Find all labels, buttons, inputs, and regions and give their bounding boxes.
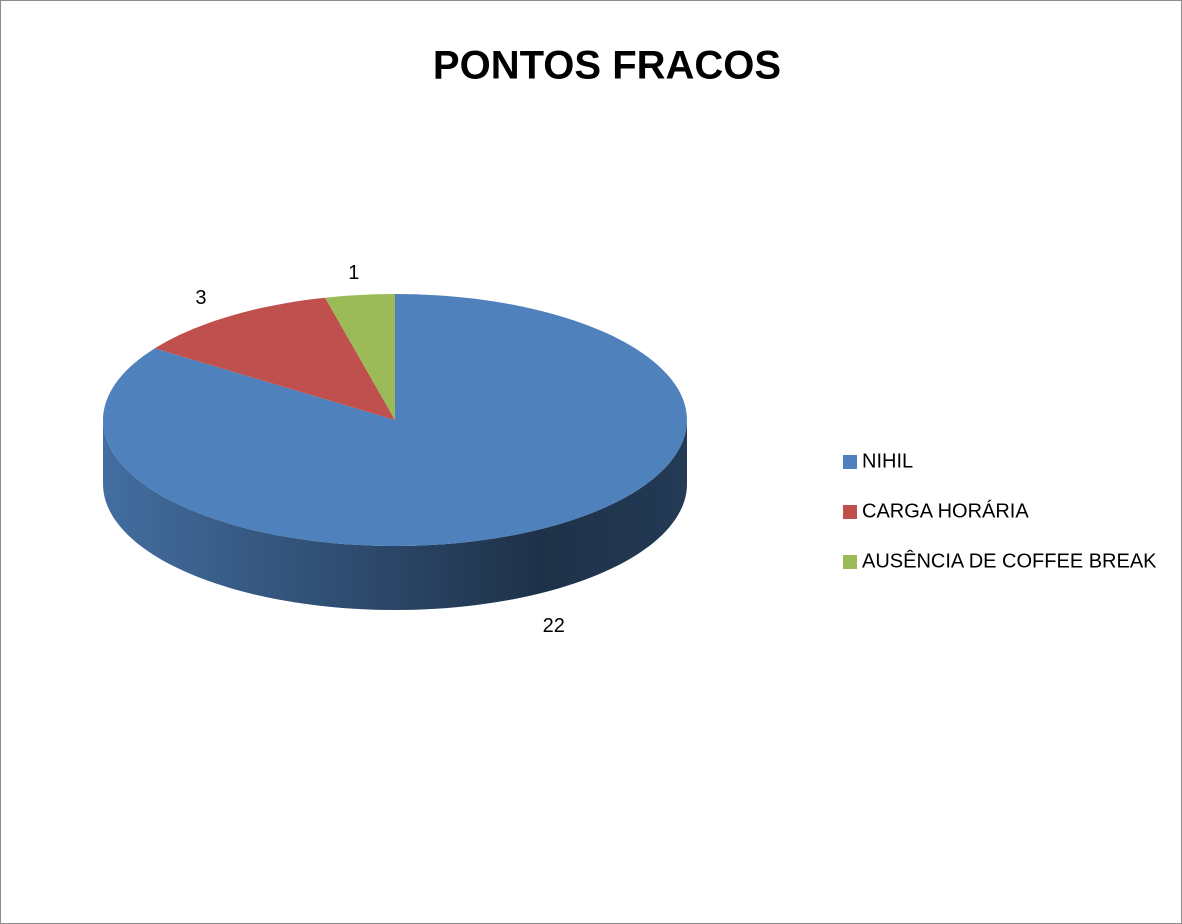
data-label: 22 [543,615,565,637]
legend-label: NIHIL [862,450,913,472]
chart-title: PONTOS FRACOS [433,44,781,88]
data-label: 3 [195,287,206,309]
legend-swatch [843,505,857,519]
legend-swatch [843,555,857,569]
slice [154,297,395,420]
legend-label: CARGA HORÁRIA [862,499,1029,522]
legend-swatch [843,455,857,469]
slice [325,294,395,420]
legend-label: AUSÊNCIA DE COFFEE BREAK [862,549,1157,572]
data-label: 1 [348,262,359,284]
slice-side-shade [103,420,687,610]
